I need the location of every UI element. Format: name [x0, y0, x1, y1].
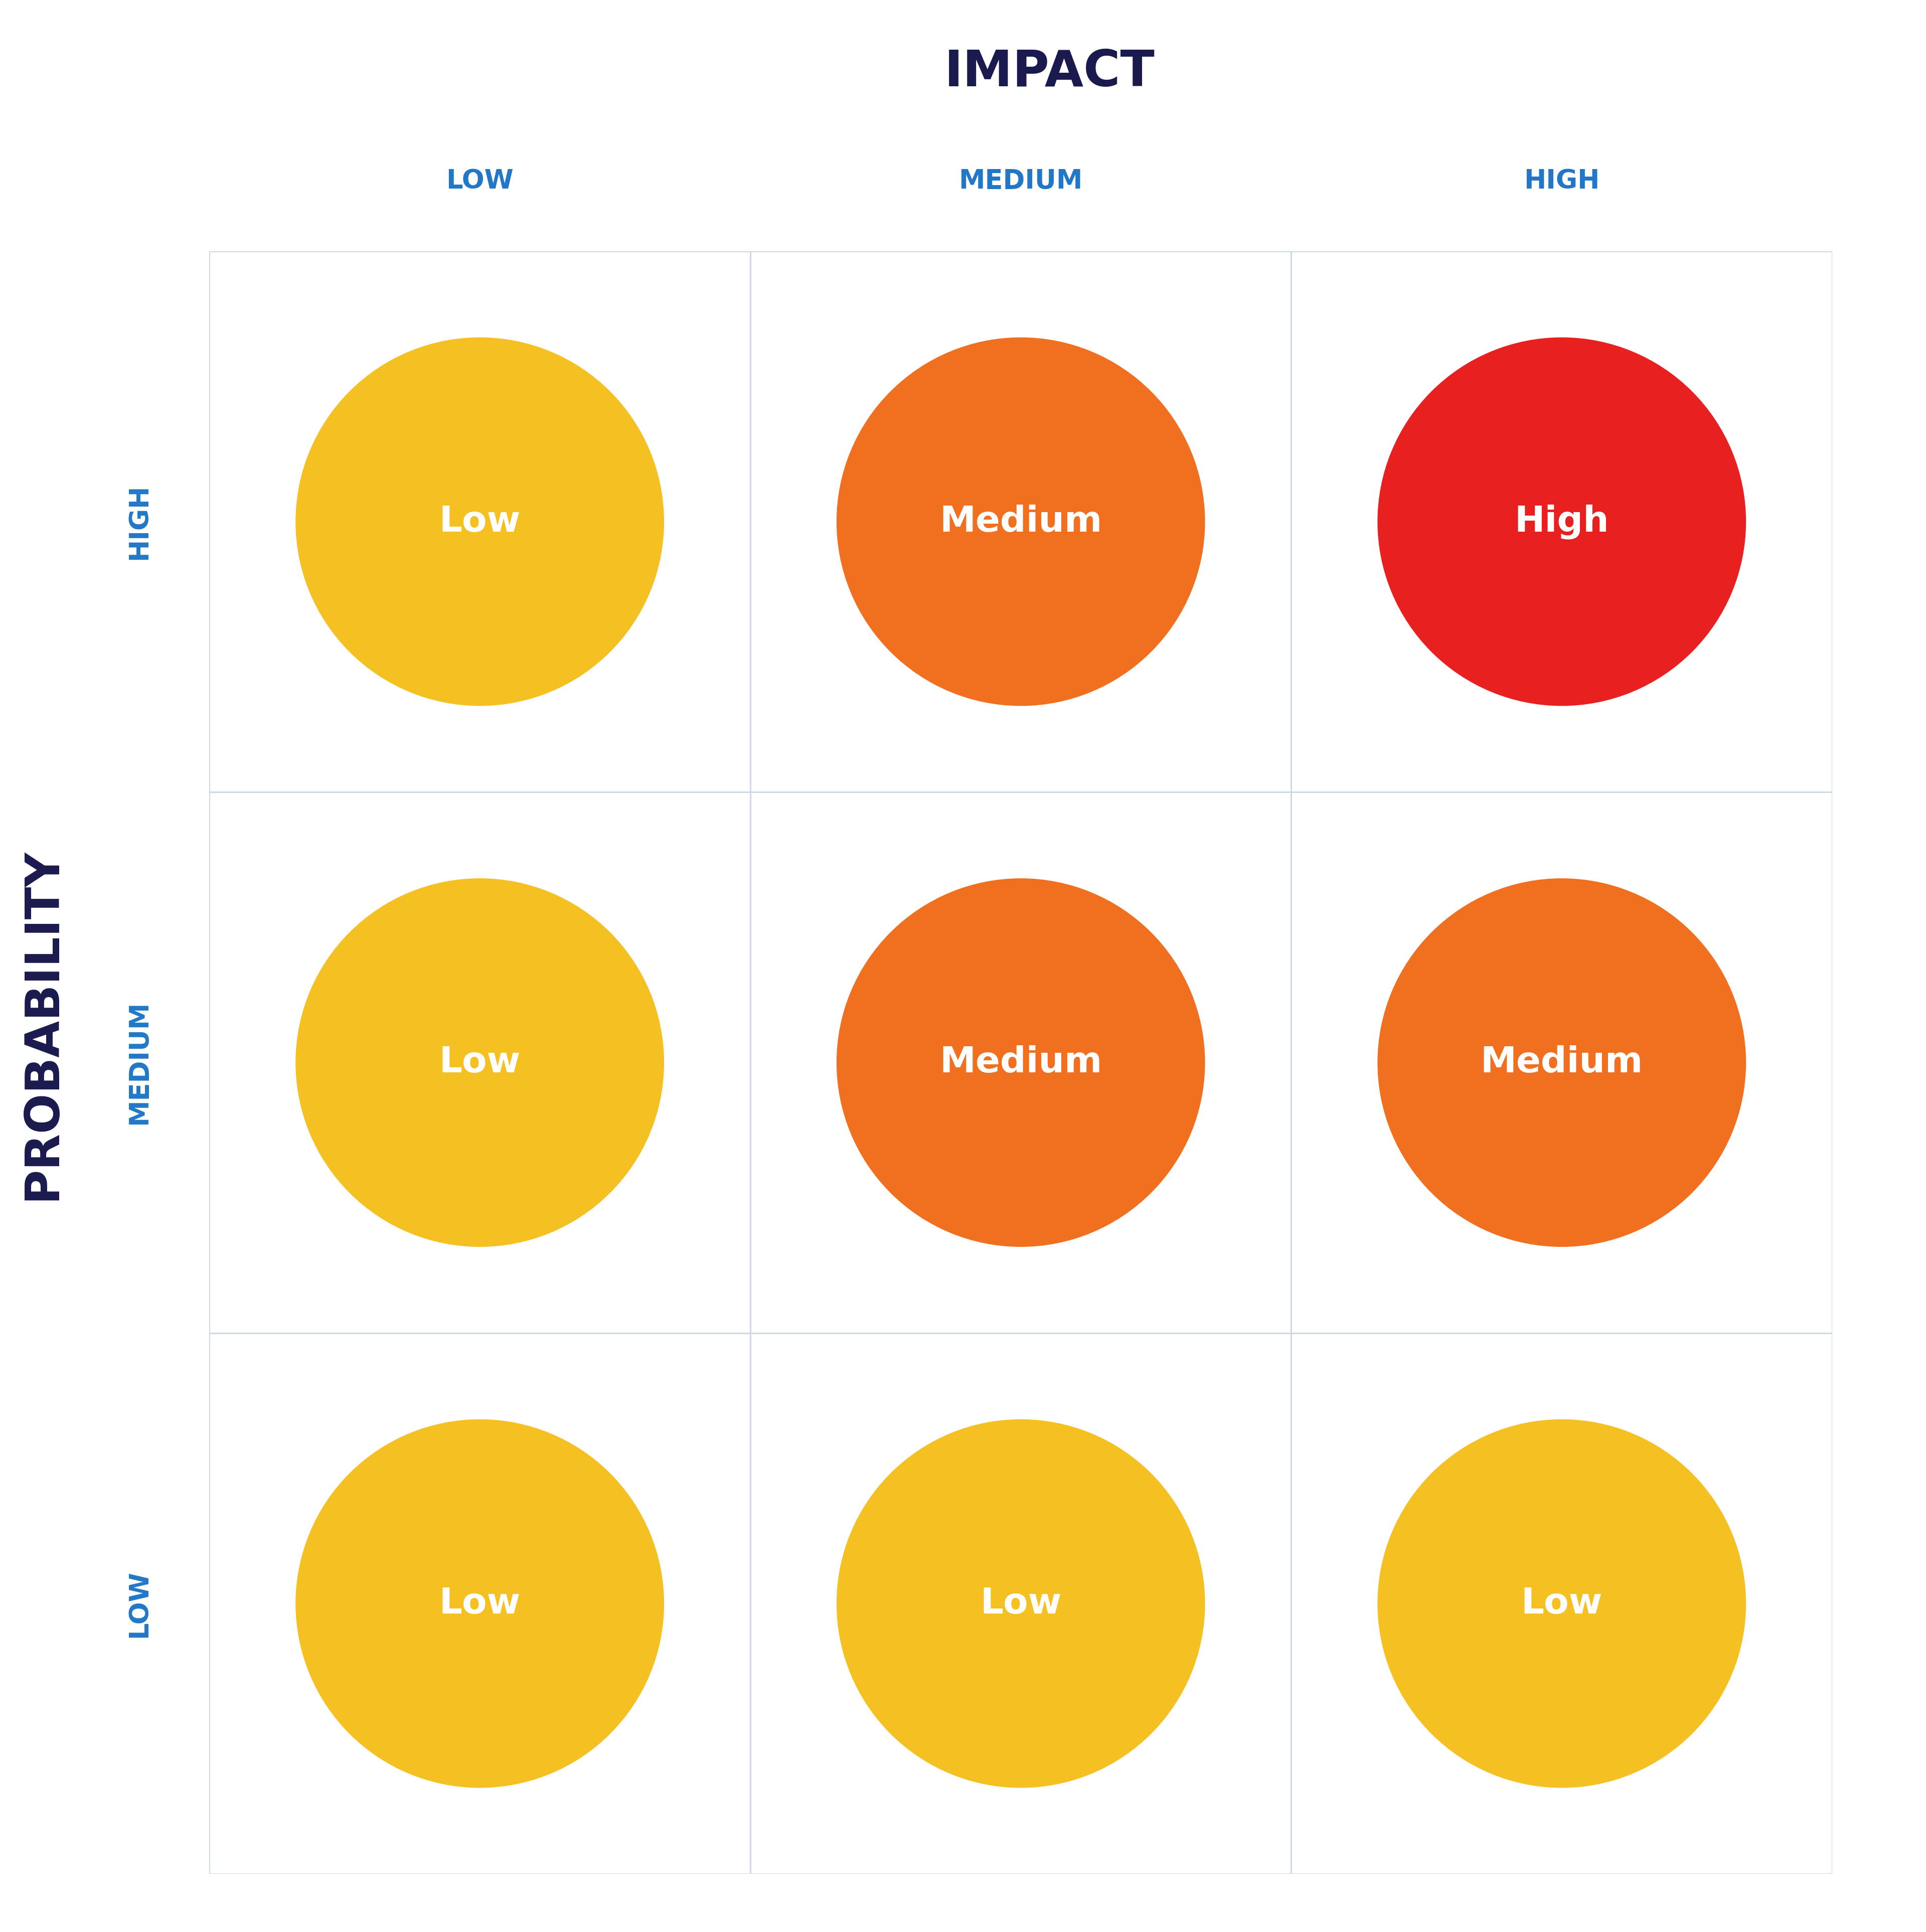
Text: LOW: LOW — [447, 168, 514, 193]
Text: HIGH: HIGH — [1523, 168, 1601, 193]
Circle shape — [1377, 1420, 1745, 1787]
Text: MEDIUM: MEDIUM — [959, 168, 1082, 193]
Text: LOW: LOW — [125, 1571, 152, 1636]
Circle shape — [297, 1420, 664, 1787]
Text: PROBABILITY: PROBABILITY — [19, 848, 65, 1200]
Text: Low: Low — [439, 504, 520, 539]
Text: Low: Low — [980, 1586, 1061, 1621]
Text: Low: Low — [1522, 1586, 1602, 1621]
Text: Medium: Medium — [940, 504, 1102, 539]
Circle shape — [1377, 338, 1745, 705]
Text: IMPACT: IMPACT — [944, 48, 1156, 97]
Text: Low: Low — [439, 1586, 520, 1621]
Text: MEDIUM: MEDIUM — [125, 1001, 152, 1124]
Circle shape — [297, 879, 664, 1246]
Circle shape — [1377, 879, 1745, 1246]
Circle shape — [838, 879, 1204, 1246]
Text: Medium: Medium — [1481, 1045, 1643, 1080]
Text: High: High — [1514, 504, 1608, 539]
Text: Medium: Medium — [940, 1045, 1102, 1080]
Circle shape — [838, 1420, 1204, 1787]
Circle shape — [838, 338, 1204, 705]
Circle shape — [297, 338, 664, 705]
Text: Low: Low — [439, 1045, 520, 1080]
Text: HIGH: HIGH — [125, 483, 152, 560]
